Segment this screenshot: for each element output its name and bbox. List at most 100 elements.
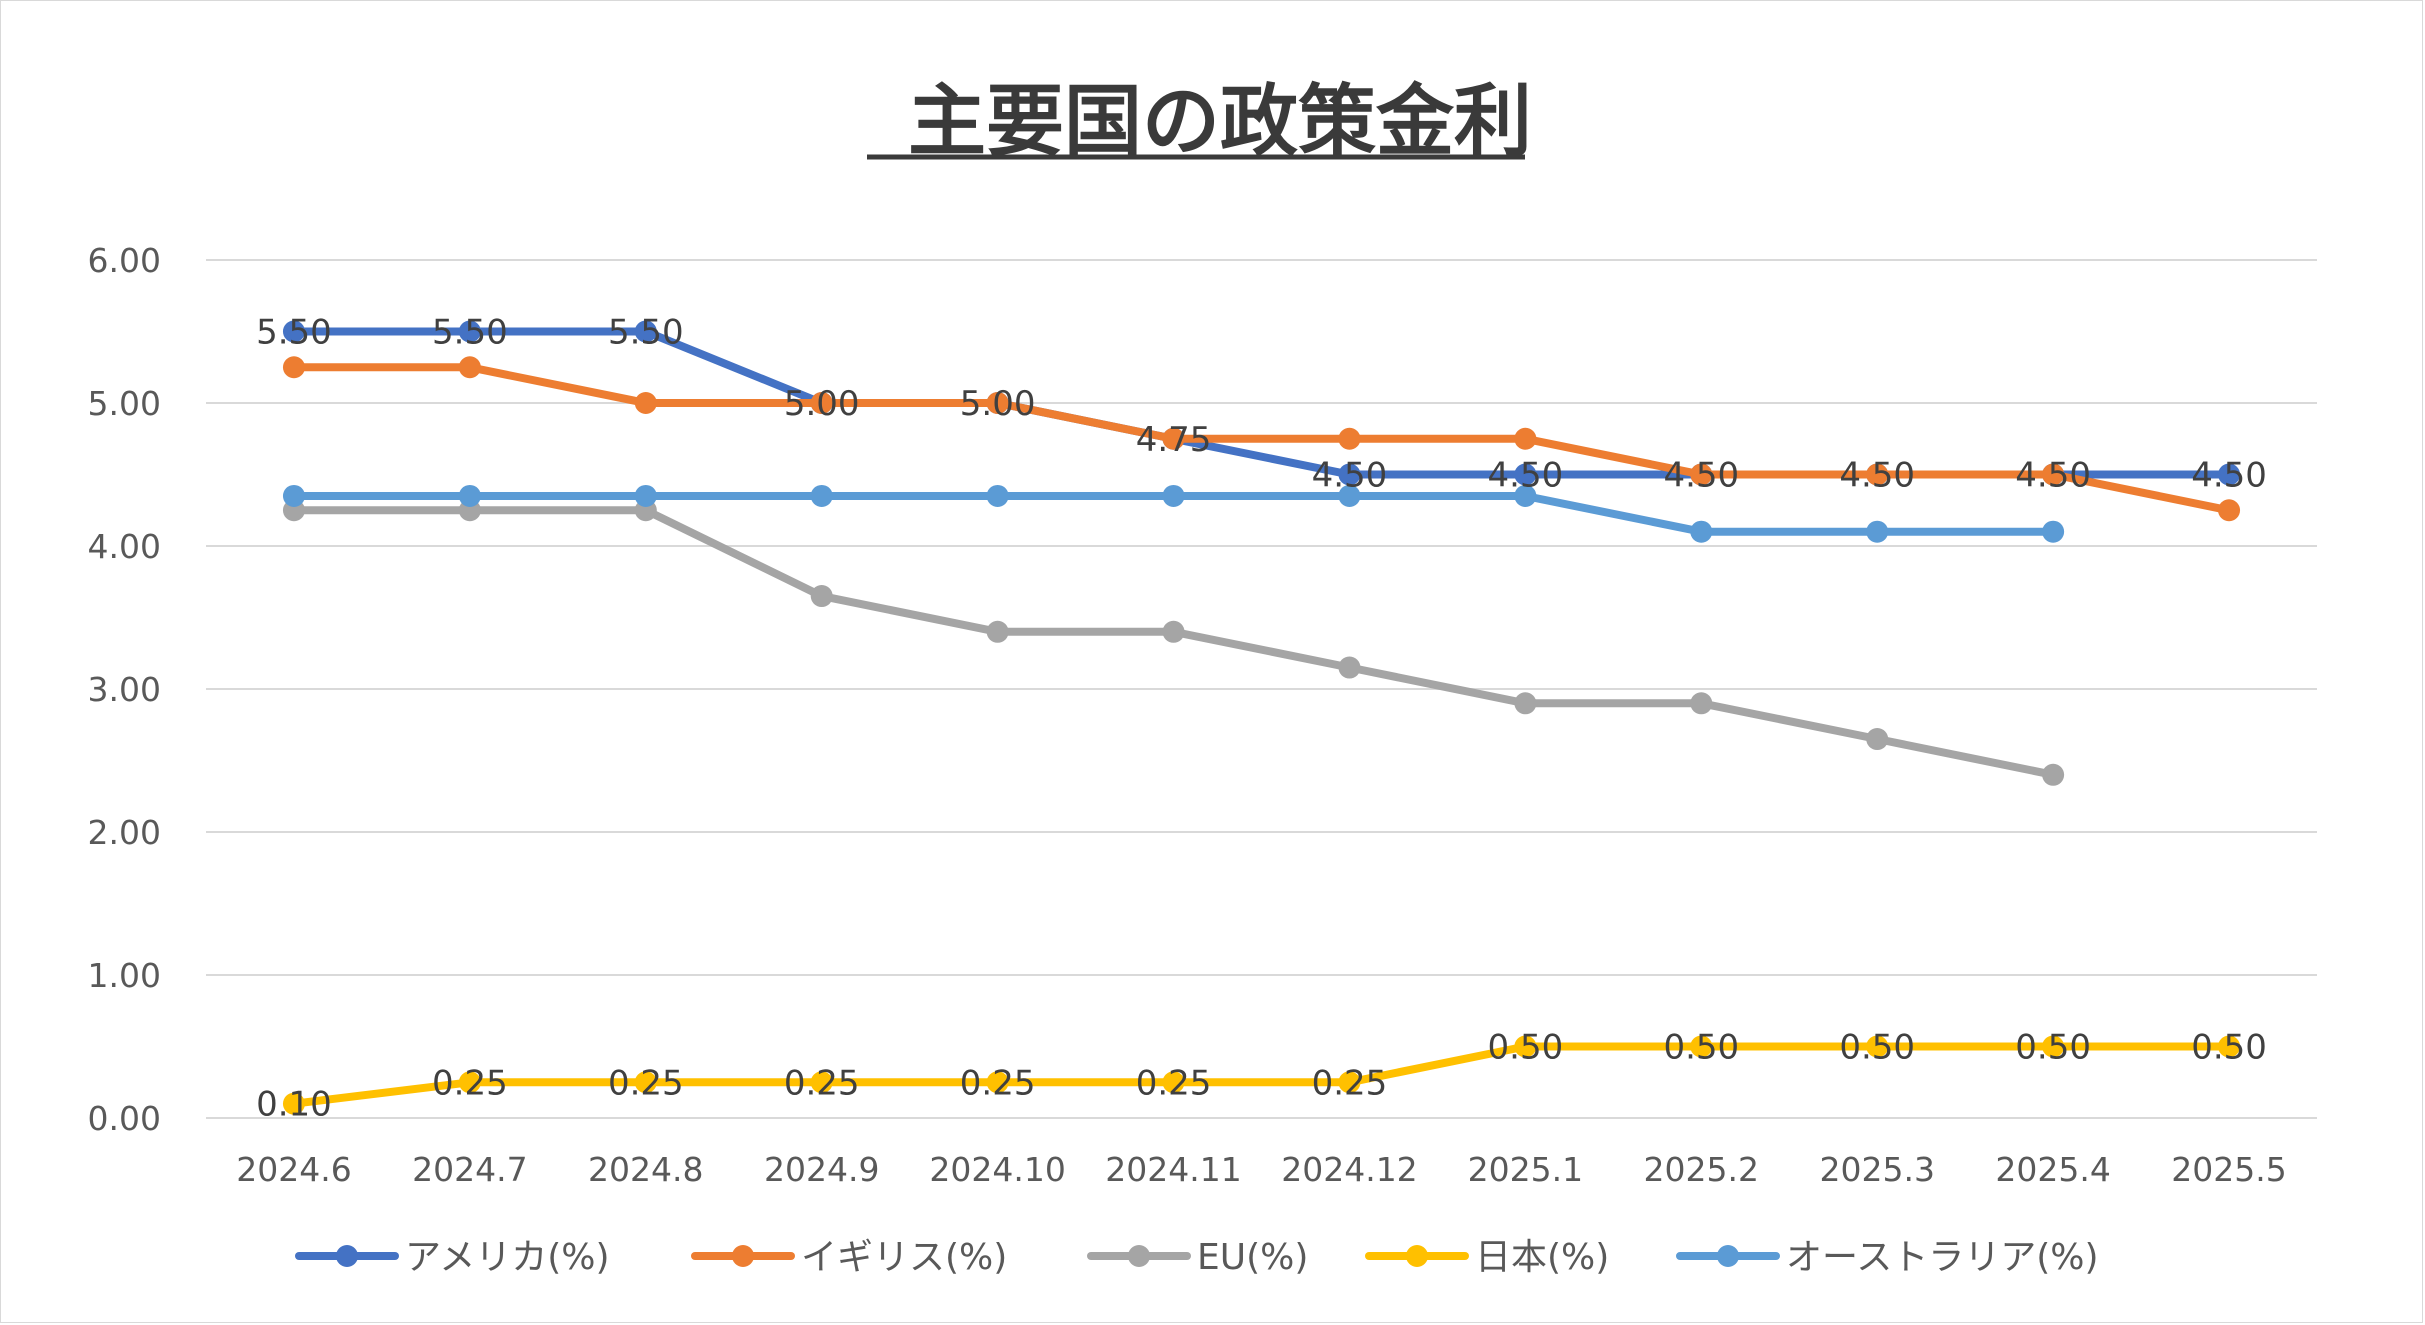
- gridlines: [206, 259, 2317, 1119]
- data-point: [2042, 763, 2065, 786]
- data-point: [2042, 520, 2065, 543]
- y-tick-label: 3.00: [88, 670, 161, 709]
- data-point: [1866, 463, 1889, 486]
- legend-marker: [1128, 1245, 1150, 1267]
- data-point: [810, 1071, 833, 1094]
- data-point: [986, 484, 1009, 507]
- y-tick-label: 6.00: [88, 241, 161, 280]
- data-point: [1514, 692, 1537, 715]
- y-tick-label: 0.00: [88, 1099, 161, 1138]
- data-label: 0.50: [1488, 1028, 1564, 1068]
- data-point: [1690, 520, 1713, 543]
- legend-label: オーストラリア(%): [1786, 1237, 2099, 1278]
- data-label: 5.00: [960, 384, 1036, 424]
- chart-title-group: 主要国の政策金利: [867, 77, 1532, 167]
- series-3: [282, 1035, 2241, 1115]
- data-label: 4.75: [1136, 420, 1212, 460]
- data-label: 0.50: [2191, 1028, 2267, 1068]
- chart-title: 主要国の政策金利: [908, 77, 1532, 167]
- y-tick-label: 1.00: [88, 956, 161, 995]
- data-label: 0.50: [2015, 1028, 2091, 1068]
- data-label: 4.50: [1839, 456, 1915, 496]
- data-point: [1866, 728, 1889, 751]
- data-point: [2218, 499, 2241, 522]
- data-point: [986, 620, 1009, 643]
- series-2: [282, 499, 2065, 786]
- legend-marker: [1717, 1245, 1739, 1267]
- data-point: [1514, 463, 1537, 486]
- data-label: 4.50: [1488, 456, 1564, 496]
- data-point: [1338, 427, 1361, 450]
- x-tick-label: 2025.4: [1995, 1150, 2110, 1189]
- x-tick-label: 2024.7: [412, 1150, 527, 1189]
- data-label: 0.10: [256, 1085, 332, 1125]
- data-point: [282, 484, 305, 507]
- x-axis: 2024.6 2024.7 2024.8 2024.9 2024.10 2024.11 20…: [236, 1150, 2287, 1189]
- legend-entry: 日本(%): [1365, 1237, 1609, 1278]
- x-tick-label: 2024.9: [764, 1150, 879, 1189]
- data-label: 0.50: [1663, 1028, 1739, 1068]
- data-point: [458, 356, 481, 379]
- data-label: 0.25: [960, 1063, 1036, 1103]
- legend: アメリカ(%) イギリス(%) EU(%) 日本(%) オーストラリア(%): [295, 1237, 2099, 1278]
- data-point: [634, 484, 657, 507]
- data-point: [458, 484, 481, 507]
- x-tick-label: 2025.5: [2171, 1150, 2286, 1189]
- data-labels: 5.50 5.50 5.50 5.00 5.00 4.75 4.50 4.50 4.50 4.50…: [256, 313, 2267, 1125]
- data-point: [634, 1071, 657, 1094]
- x-tick-label: 2025.3: [1819, 1150, 1934, 1189]
- x-tick-label: 2025.2: [1644, 1150, 1759, 1189]
- series-lines: [282, 320, 2241, 1115]
- data-point: [1866, 1035, 1889, 1058]
- legend-label: 日本(%): [1475, 1237, 1609, 1278]
- data-point: [1338, 484, 1361, 507]
- data-point: [986, 392, 1009, 414]
- legend-entry: アメリカ(%): [295, 1237, 610, 1278]
- series-line: [290, 1042, 2233, 1108]
- x-tick-label: 2024.8: [588, 1150, 703, 1189]
- data-label: 5.50: [608, 313, 684, 353]
- legend-marker: [732, 1245, 754, 1267]
- data-point: [282, 320, 305, 343]
- data-point: [1866, 520, 1889, 543]
- legend-entry: EU(%): [1087, 1237, 1308, 1278]
- data-label: 5.50: [432, 313, 508, 353]
- data-point: [810, 392, 833, 414]
- legend-label: アメリカ(%): [405, 1237, 610, 1278]
- y-axis: 0.00 1.00 2.00 3.00 4.00 5.00 6.00: [88, 241, 161, 1138]
- series-line: [290, 363, 2233, 515]
- data-point: [634, 392, 657, 414]
- legend-marker: [336, 1245, 358, 1267]
- series-4: [282, 484, 2065, 543]
- data-label: 5.00: [784, 384, 860, 424]
- x-tick-label: 2024.10: [929, 1150, 1065, 1189]
- data-label: 0.25: [432, 1063, 508, 1103]
- data-point: [2218, 463, 2241, 486]
- data-point: [282, 356, 305, 379]
- data-point: [1514, 484, 1537, 507]
- data-point: [810, 585, 833, 608]
- data-label: 0.25: [784, 1063, 860, 1103]
- y-tick-label: 5.00: [88, 384, 161, 423]
- data-point: [1162, 484, 1185, 507]
- data-point: [986, 1071, 1009, 1094]
- legend-entry: オーストラリア(%): [1676, 1237, 2099, 1278]
- data-point: [1690, 1035, 1713, 1058]
- legend-entry: イギリス(%): [691, 1237, 1007, 1278]
- legend-label: イギリス(%): [801, 1237, 1007, 1278]
- x-tick-label: 2024.6: [236, 1150, 351, 1189]
- data-point: [1162, 620, 1185, 643]
- data-point: [810, 484, 833, 507]
- data-point: [1338, 463, 1361, 486]
- data-point: [1690, 463, 1713, 486]
- x-tick-label: 2024.11: [1105, 1150, 1241, 1189]
- data-label: 4.50: [2015, 456, 2091, 496]
- data-point: [1514, 427, 1537, 450]
- legend-marker: [1406, 1245, 1428, 1267]
- data-point: [458, 320, 481, 343]
- data-label: 0.50: [1839, 1028, 1915, 1068]
- data-point: [282, 1092, 305, 1115]
- data-label: 0.25: [608, 1063, 684, 1103]
- data-label: 4.50: [1663, 456, 1739, 496]
